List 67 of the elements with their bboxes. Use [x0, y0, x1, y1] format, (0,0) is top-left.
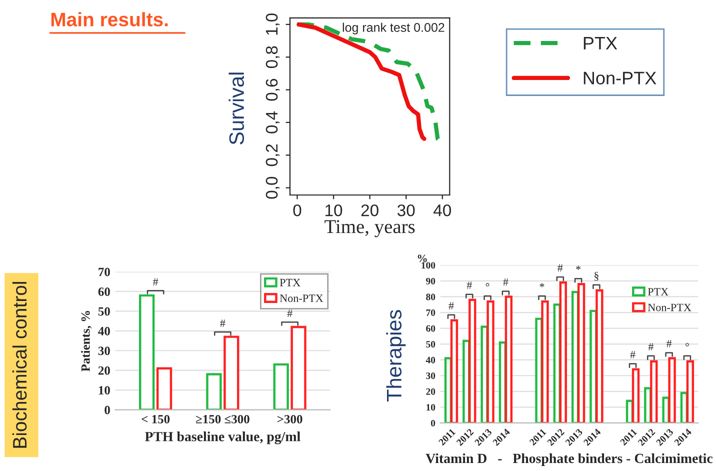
legend-label: PTX: [584, 36, 618, 50]
legend-label: PTX: [648, 288, 668, 296]
x-tick-label: 2011: [438, 428, 456, 446]
annotation: #: [648, 343, 654, 350]
annotation: #: [503, 278, 508, 286]
annotation: #: [466, 282, 472, 289]
y-axis-title: Survival: [228, 72, 244, 144]
annotation: §: [594, 272, 598, 281]
x-tick-label: >300: [278, 414, 302, 424]
annotation: #: [152, 278, 158, 286]
y-tick-label: 20: [426, 388, 436, 395]
x-tick-label: 30: [397, 204, 415, 216]
annotation: #: [448, 302, 454, 310]
legend-label: Non-PTX: [584, 72, 656, 84]
y-tick-label: 70: [98, 268, 110, 276]
y-tick-label: 90: [426, 278, 436, 284]
y-tick-label: 60: [426, 325, 436, 332]
bar: [156, 367, 172, 410]
annotation: #: [220, 320, 226, 327]
x-tick-label: ≥150 ≤300: [196, 414, 250, 424]
text: Main results.: [51, 12, 168, 26]
y-tick-label: 10: [426, 404, 436, 411]
y-tick-label: 10: [98, 386, 110, 395]
y-axis-title: %: [418, 254, 427, 262]
x-tick-label: 2011: [620, 428, 638, 446]
y-tick-label: 50: [98, 307, 110, 316]
x-tick-label: 0: [293, 204, 302, 216]
annotation: #: [666, 340, 672, 348]
y-tick-label: 50: [426, 340, 436, 348]
y-tick-label: 0,8: [266, 46, 280, 68]
annotation: *: [540, 283, 544, 288]
bar: [139, 294, 155, 410]
text: Biochemical control: [12, 282, 27, 448]
x-axis-title: Time, years: [324, 220, 415, 238]
annotation: #: [558, 264, 563, 272]
y-tick-label: 40: [426, 356, 436, 364]
y-tick-label: 60: [98, 288, 110, 296]
y-tick-label: 1,0: [266, 14, 280, 35]
legend-label: PTX: [280, 278, 300, 286]
x-tick-label: 10: [326, 204, 342, 216]
y-tick-label: 0,4: [266, 111, 280, 134]
annotation: #: [630, 350, 636, 358]
y-tick-label: 20: [98, 366, 110, 375]
y-tick-label: 40: [98, 326, 110, 336]
y-tick-label: 0,6: [266, 78, 280, 101]
legend-label: Non-PTX: [648, 304, 692, 312]
y-tick-label: 30: [426, 372, 436, 380]
y-axis-title: Patients, %: [81, 311, 92, 372]
x-axis-title: Vitamin D - Phosphate binders - Calcimimetic: [426, 453, 713, 466]
y-tick-label: 80: [426, 294, 436, 300]
x-tick-label: < 150: [142, 414, 170, 424]
y-tick-label: 0,0: [266, 176, 280, 199]
y-tick-label: 100: [422, 262, 436, 269]
x-axis-title: PTH baseline value, pg/ml: [144, 432, 300, 444]
annotation: °: [486, 283, 490, 286]
x-tick-label: 20: [361, 204, 378, 216]
annotation: °: [686, 342, 689, 346]
y-tick-label: 0,2: [266, 144, 280, 166]
text: Therapies: [386, 310, 406, 402]
annotation: log rank test 0.002: [342, 22, 444, 34]
x-tick-label: 2011: [529, 428, 546, 446]
y-tick-label: 70: [426, 309, 436, 316]
legend-label: Non-PTX: [280, 294, 324, 302]
y-tick-label: 0: [104, 406, 110, 414]
y-tick-label: 30: [98, 346, 110, 356]
annotation: #: [287, 310, 292, 318]
annotation: *: [576, 266, 581, 270]
